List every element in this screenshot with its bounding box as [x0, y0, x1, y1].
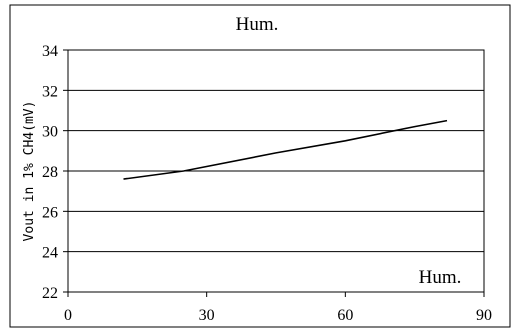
x-axis-label-background	[404, 262, 472, 288]
y-tick-label: 26	[42, 204, 58, 221]
x-tick-label: 60	[337, 307, 353, 324]
series-line	[123, 119, 448, 180]
y-axis-label: Vout in 1% CH4(mV)	[22, 101, 37, 242]
chart-title: Hum.	[236, 14, 279, 35]
outer-frame	[9, 4, 511, 328]
y-tick-label: 32	[42, 83, 58, 100]
x-tick-label: 90	[476, 307, 492, 324]
y-tick-label: 28	[42, 164, 58, 181]
x-tick-label: 0	[64, 307, 72, 324]
series-lines	[123, 119, 448, 180]
y-tick-label: 22	[42, 285, 58, 302]
grid-lines	[68, 89, 484, 253]
x-axis-ticks: 0 30 60 90	[64, 292, 492, 324]
y-tick-label: 34	[42, 43, 58, 60]
y-tick-label: 30	[42, 124, 58, 141]
y-axis-ticks: 22 24 26 28 30 32 34	[42, 43, 68, 302]
x-tick-label: 30	[199, 307, 215, 324]
x-axis-label: Hum.	[419, 267, 462, 288]
y-tick-label: 24	[42, 245, 58, 262]
